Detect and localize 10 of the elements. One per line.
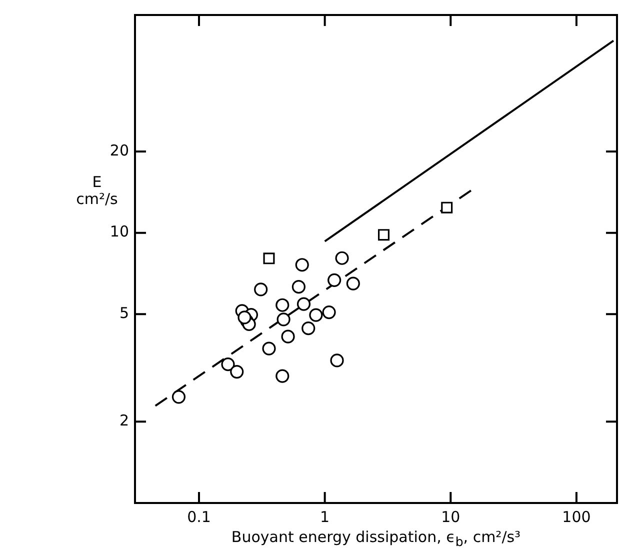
y-tick-label: 5 — [119, 304, 129, 322]
x-tick-label: 0.1 — [187, 508, 211, 526]
x-tick-label: 100 — [562, 508, 591, 526]
y-tick-label: 2 — [119, 412, 129, 430]
x-tick-label: 1 — [320, 508, 330, 526]
y-tick-label: 20 — [110, 141, 129, 160]
x-axis-title: Buoyant energy dissipation, ϵ$_{b}$, cm²/s³ — [230, 528, 522, 549]
x-tick-label: 10 — [441, 508, 460, 526]
y-tick-label: 10 — [110, 222, 129, 241]
y-axis-title: E cm²/s — [75, 173, 119, 208]
